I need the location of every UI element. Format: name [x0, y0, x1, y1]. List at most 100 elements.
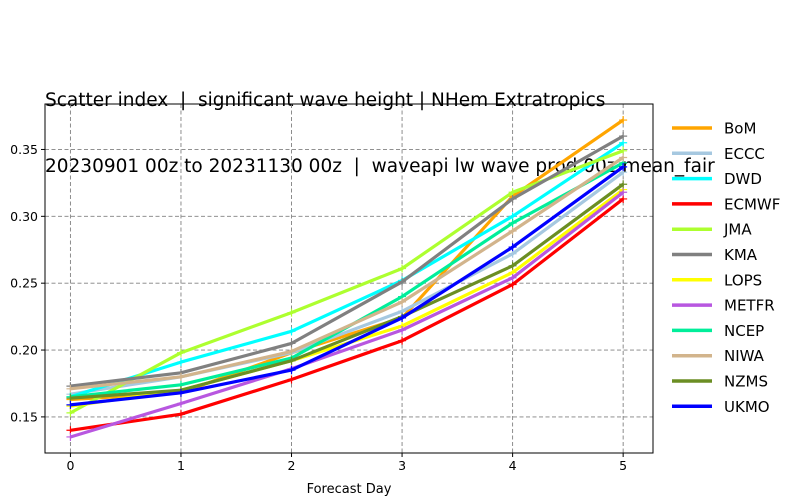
- chart-title: Scatter index | significant wave height …: [45, 46, 715, 200]
- grid-lines: [45, 104, 653, 453]
- legend-item: NCEP: [672, 322, 764, 340]
- legend-label: ECMWF: [724, 195, 780, 213]
- data-point: [619, 153, 628, 162]
- chart-title-line-1: Scatter index | significant wave height …: [45, 90, 606, 111]
- data-point: [176, 348, 185, 357]
- series-line: [70, 165, 625, 407]
- data-point: [176, 358, 185, 367]
- plot-frame: [44, 103, 654, 454]
- data-point: [508, 273, 517, 282]
- x-tick-label: 0: [66, 458, 74, 473]
- legend-item: METFR: [672, 297, 775, 315]
- legend-label: LOPS: [724, 271, 762, 289]
- y-tick-label: 0.35: [10, 142, 38, 157]
- x-tick-label: 2: [288, 458, 296, 473]
- series-niwa: [66, 153, 628, 393]
- series-ukmo: [66, 162, 628, 409]
- data-point: [619, 162, 628, 171]
- series-line: [69, 191, 625, 439]
- data-point: [508, 280, 517, 289]
- y-tick-label: 0.15: [10, 409, 38, 424]
- x-tick-label: 5: [619, 458, 627, 473]
- data-point: [508, 194, 517, 203]
- legend-label: DWD: [724, 170, 762, 188]
- chart-title-line-2: 20230901 00z to 20231130 00z | waveapi l…: [45, 156, 715, 177]
- data-point: [508, 243, 517, 252]
- series-line: [70, 134, 624, 388]
- data-point: [66, 408, 75, 417]
- legend-item: BoM: [672, 120, 756, 138]
- legend-label: METFR: [724, 297, 775, 315]
- data-point: [66, 400, 75, 409]
- data-point: [398, 325, 407, 334]
- data-point: [619, 116, 628, 125]
- legend-item: DWD: [672, 170, 762, 188]
- legend: BoM ECCC DWD ECMWF JMA KMA LOPS METFR NCEP NIWA NZ…: [672, 120, 780, 416]
- data-point: [176, 372, 185, 381]
- data-point: [508, 212, 517, 221]
- data-point: [508, 227, 517, 236]
- legend-item: ECCC: [672, 145, 765, 163]
- data-point: [619, 146, 628, 155]
- y-tick-label: 0.20: [10, 343, 38, 358]
- data-point: [508, 261, 517, 270]
- data-point: [398, 313, 407, 322]
- legend-label: NZMS: [724, 373, 768, 391]
- data-point: [66, 384, 75, 393]
- data-point: [508, 249, 517, 258]
- data-point: [287, 375, 296, 384]
- data-point: [619, 194, 628, 203]
- data-point: [619, 138, 628, 147]
- legend-label: ECCC: [724, 145, 765, 163]
- data-point: [66, 394, 75, 403]
- legend-label: KMA: [724, 246, 758, 264]
- legend-item: NIWA: [672, 347, 765, 365]
- series-jma: [66, 146, 628, 417]
- series-line: [70, 197, 625, 432]
- legend-label: NIWA: [724, 347, 765, 365]
- legend-label: NCEP: [724, 322, 764, 340]
- data-point: [619, 188, 628, 197]
- data-point: [619, 180, 628, 189]
- data-point: [287, 339, 296, 348]
- series-line: [69, 141, 625, 399]
- x-tick-label: 4: [509, 458, 517, 473]
- y-axis: 0.15 0.20 0.25 0.30 0.35: [10, 142, 45, 424]
- legend-item: NZMS: [672, 373, 768, 391]
- data-point: [398, 277, 407, 286]
- legend-label: UKMO: [724, 398, 770, 416]
- data-point: [176, 388, 185, 397]
- x-tick-label: 1: [177, 458, 185, 473]
- data-point: [287, 366, 296, 375]
- legend-item: ECMWF: [672, 195, 780, 213]
- series-line: [70, 182, 625, 400]
- data-point: [176, 399, 185, 408]
- data-point: [176, 410, 185, 419]
- series-line: [70, 188, 625, 408]
- x-axis: 0 1 2 3 4 5: [66, 453, 627, 473]
- data-point: [287, 347, 296, 356]
- data-point: [287, 327, 296, 336]
- series-line: [70, 118, 625, 402]
- x-tick-label: 3: [398, 458, 406, 473]
- legend-label: JMA: [723, 221, 752, 239]
- y-tick-label: 0.25: [10, 276, 38, 291]
- series-line: [70, 156, 625, 391]
- data-point: [66, 432, 75, 441]
- data-point: [619, 132, 628, 141]
- legend-item: UKMO: [672, 398, 770, 416]
- data-point: [398, 297, 407, 306]
- series-lines: [66, 116, 628, 441]
- y-tick-label: 0.30: [10, 209, 38, 224]
- legend-item: KMA: [672, 246, 758, 264]
- data-point: [398, 264, 407, 273]
- data-point: [287, 356, 296, 365]
- series-ecmwf: [66, 194, 628, 435]
- legend-label: BoM: [724, 120, 756, 138]
- legend-item: LOPS: [672, 271, 762, 289]
- data-point: [508, 219, 517, 228]
- x-axis-label: Forecast Day: [307, 482, 392, 497]
- series-line: [69, 149, 624, 415]
- data-point: [398, 336, 407, 345]
